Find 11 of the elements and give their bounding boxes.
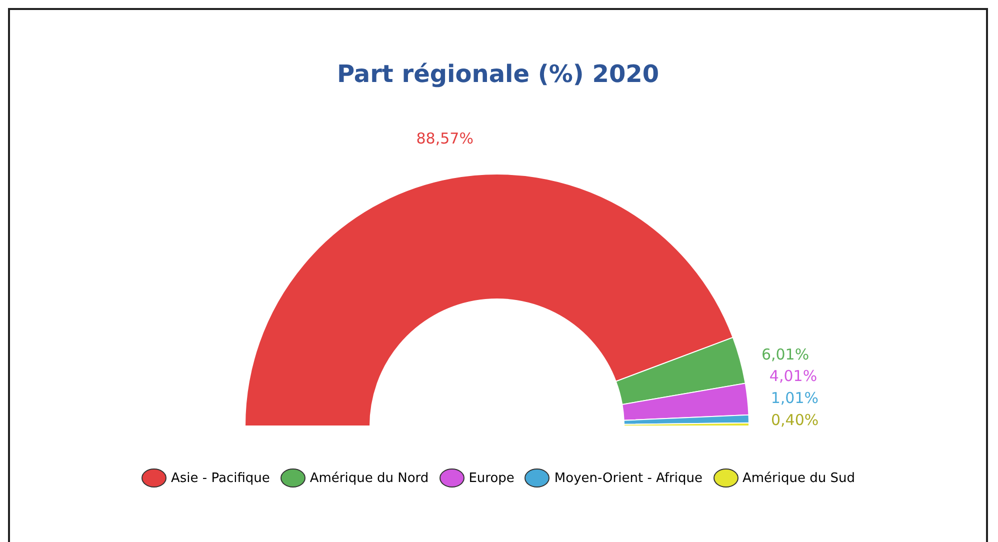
- data-label: 4,01%: [769, 367, 818, 385]
- data-label: 0,40%: [770, 411, 819, 429]
- data-label: 88,57%: [416, 130, 474, 148]
- chart-title: Part régionale (%) 2020: [336, 60, 660, 88]
- legend-label: Moyen-Orient - Afrique: [554, 470, 702, 486]
- legend-label: Amérique du Nord: [310, 470, 429, 486]
- data-label: 1,01%: [770, 389, 819, 407]
- legend-label: Europe: [468, 470, 514, 486]
- data-label: 6,01%: [761, 345, 810, 364]
- legend-label: Amérique du Sud: [742, 470, 855, 486]
- legend-label: Asie - Pacifique: [170, 470, 270, 486]
